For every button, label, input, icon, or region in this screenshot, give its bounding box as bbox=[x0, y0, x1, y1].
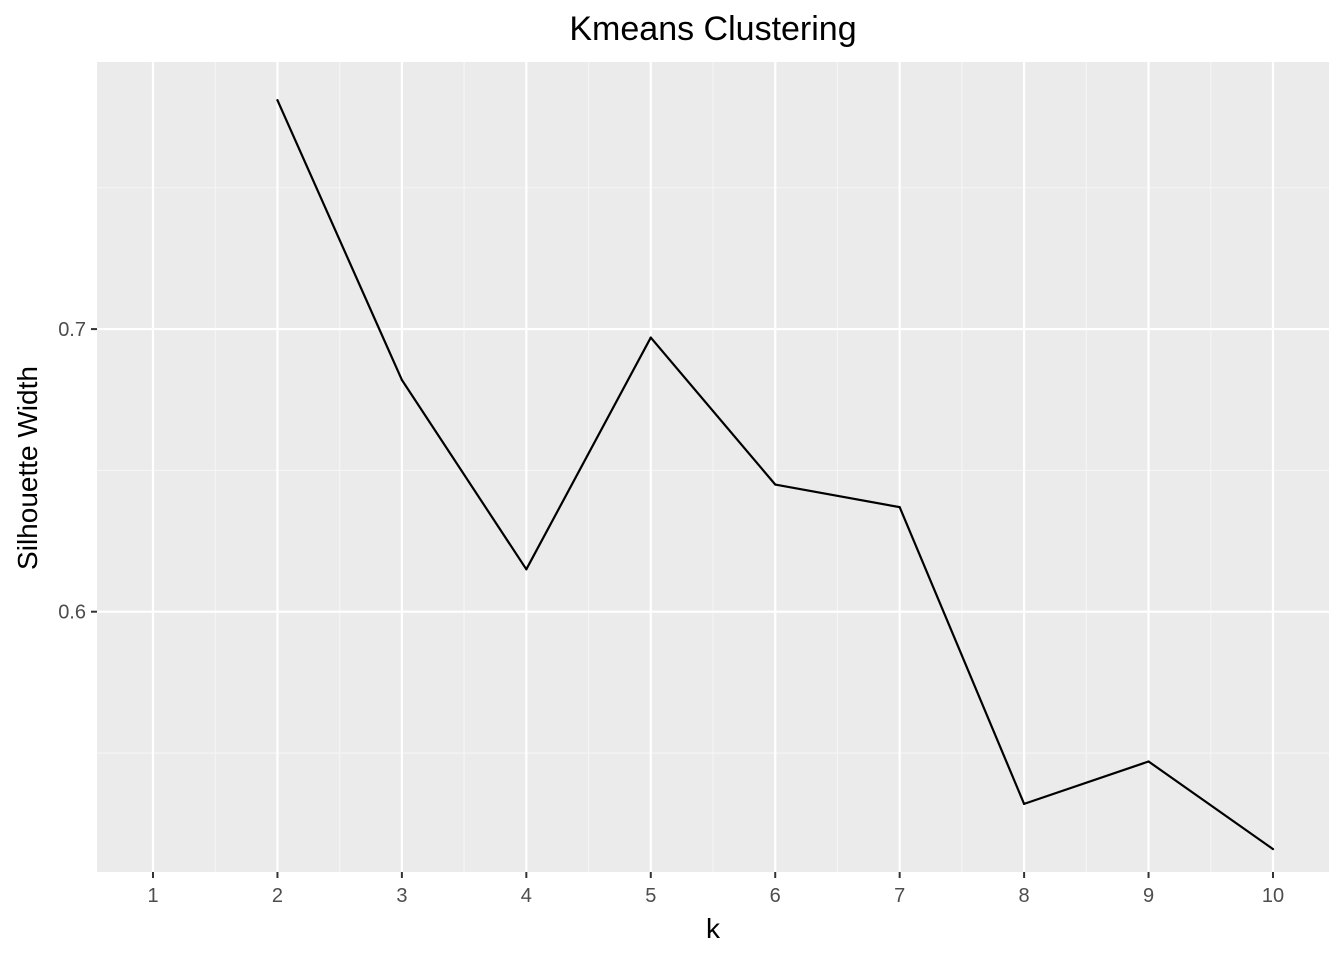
data-point-k-5 bbox=[649, 336, 652, 339]
data-point-k-2 bbox=[276, 99, 279, 102]
x-tick-label: 7 bbox=[894, 885, 905, 907]
grid-lines bbox=[97, 62, 1329, 872]
y-tick-label: 0.6 bbox=[58, 602, 86, 624]
data-point-k-6 bbox=[774, 483, 777, 486]
data-point-k-10 bbox=[1271, 848, 1275, 851]
axes: 1 2 3 4 5 6 7 8 9 10 0.6 0.7 bbox=[58, 319, 1284, 907]
x-tick-label: 2 bbox=[272, 885, 283, 907]
data-point-k-3 bbox=[400, 378, 403, 382]
x-tick-label: 10 bbox=[1262, 885, 1284, 907]
x-axis-title: k bbox=[706, 913, 721, 944]
y-axis-title: Silhouette Width bbox=[12, 366, 43, 570]
data-point-k-8 bbox=[1023, 802, 1026, 805]
x-tick-label: 9 bbox=[1143, 885, 1154, 907]
data-point-k-7 bbox=[898, 506, 901, 509]
x-tick-label: 3 bbox=[396, 885, 407, 907]
x-tick-label: 8 bbox=[1019, 885, 1030, 907]
x-tick-label: 4 bbox=[521, 885, 532, 907]
x-tick-label: 1 bbox=[147, 885, 158, 907]
y-tick-label: 0.7 bbox=[58, 319, 86, 341]
data-point-k-4 bbox=[525, 568, 528, 571]
series-layer bbox=[276, 99, 1275, 851]
x-tick-label: 6 bbox=[770, 885, 781, 907]
chart-title: Kmeans Clustering bbox=[569, 10, 856, 48]
x-tick-label: 5 bbox=[645, 885, 656, 907]
data-point-k-9 bbox=[1147, 760, 1150, 763]
